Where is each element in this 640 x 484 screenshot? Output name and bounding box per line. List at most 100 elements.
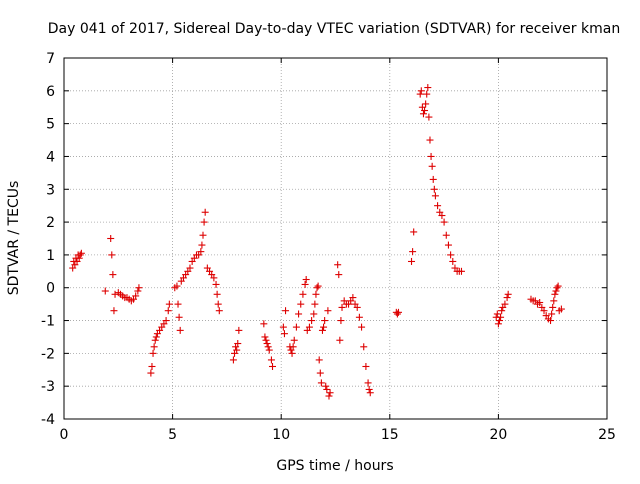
x-tick-label: 0 bbox=[60, 427, 69, 443]
y-tick-label: 0 bbox=[46, 281, 55, 297]
data-point bbox=[334, 261, 342, 269]
x-axis-label: GPS time / hours bbox=[276, 458, 393, 474]
data-point bbox=[292, 323, 300, 331]
x-tick-label: 25 bbox=[598, 427, 616, 443]
data-point bbox=[428, 162, 436, 170]
data-point bbox=[109, 271, 117, 279]
data-point bbox=[108, 251, 116, 259]
data-point bbox=[417, 87, 425, 95]
data-point bbox=[549, 303, 557, 311]
y-tick-label: -3 bbox=[41, 379, 55, 395]
data-point bbox=[261, 333, 269, 341]
data-point bbox=[419, 110, 427, 118]
data-point bbox=[430, 185, 438, 193]
data-point bbox=[338, 303, 346, 311]
data-point bbox=[422, 100, 430, 108]
y-tick-label: 6 bbox=[46, 84, 55, 100]
axis-ticks: 0 5 10 15 20 25 -4 -3 -2 -1 0 1 2 3 4 5 6 7 bbox=[41, 51, 616, 443]
data-point bbox=[316, 369, 324, 377]
data-point bbox=[280, 330, 288, 338]
data-point bbox=[548, 310, 556, 318]
data-point bbox=[424, 84, 432, 92]
data-point bbox=[186, 264, 194, 272]
data-point bbox=[77, 249, 85, 257]
data-point bbox=[107, 235, 115, 242]
data-point bbox=[355, 313, 363, 321]
data-point bbox=[150, 343, 158, 351]
data-point bbox=[199, 231, 207, 239]
x-tick-label: 5 bbox=[168, 427, 177, 443]
data-point bbox=[550, 297, 558, 305]
grid-lines bbox=[64, 58, 607, 419]
data-point bbox=[444, 241, 452, 249]
data-point bbox=[495, 317, 503, 325]
data-point bbox=[197, 248, 205, 256]
data-point bbox=[322, 382, 330, 390]
data-point bbox=[176, 326, 184, 334]
data-point bbox=[165, 300, 173, 308]
data-point bbox=[438, 212, 446, 220]
data-point bbox=[301, 280, 309, 288]
data-point bbox=[429, 175, 437, 183]
data-point bbox=[554, 282, 562, 290]
data-point bbox=[305, 323, 313, 331]
data-point bbox=[101, 287, 109, 295]
data-point bbox=[547, 317, 555, 325]
data-point bbox=[393, 310, 401, 318]
plot-frame bbox=[63, 57, 608, 420]
data-point bbox=[394, 308, 402, 316]
y-tick-label: 1 bbox=[46, 248, 55, 264]
data-point bbox=[233, 346, 241, 354]
data-point bbox=[110, 307, 118, 315]
data-point bbox=[162, 317, 170, 325]
data-point bbox=[135, 284, 143, 292]
data-point bbox=[198, 241, 206, 249]
data-point bbox=[434, 202, 442, 210]
data-point bbox=[75, 254, 83, 262]
data-point bbox=[358, 323, 366, 331]
data-point bbox=[364, 379, 372, 387]
data-point bbox=[457, 267, 465, 275]
data-point bbox=[149, 349, 157, 357]
data-point bbox=[365, 385, 373, 393]
data-point bbox=[552, 287, 560, 295]
x-tick-label: 20 bbox=[489, 427, 507, 443]
data-point bbox=[151, 336, 159, 344]
data-point bbox=[440, 218, 448, 226]
data-point bbox=[174, 300, 182, 308]
data-point bbox=[262, 336, 270, 344]
data-point bbox=[447, 251, 455, 259]
data-point bbox=[503, 294, 511, 302]
data-point bbox=[427, 152, 435, 160]
data-point bbox=[290, 336, 298, 344]
data-point bbox=[229, 356, 237, 364]
data-point bbox=[315, 356, 323, 364]
y-tick-label: 2 bbox=[46, 215, 55, 231]
data-point bbox=[366, 389, 374, 397]
data-point bbox=[501, 300, 509, 308]
x-tick-label: 10 bbox=[272, 427, 290, 443]
data-point bbox=[431, 192, 439, 200]
data-point bbox=[336, 336, 344, 344]
data-point bbox=[201, 208, 209, 216]
data-point bbox=[295, 310, 303, 318]
data-point bbox=[311, 300, 319, 308]
data-point bbox=[408, 257, 416, 265]
y-tick-label: 3 bbox=[46, 182, 55, 198]
data-point bbox=[426, 136, 434, 144]
data-point bbox=[313, 284, 321, 292]
data-point bbox=[317, 379, 325, 387]
data-point bbox=[321, 317, 329, 325]
data-point bbox=[349, 294, 357, 302]
data-point bbox=[323, 385, 331, 393]
data-point bbox=[337, 317, 345, 325]
data-point bbox=[76, 251, 84, 259]
data-point bbox=[134, 287, 142, 295]
data-point bbox=[308, 317, 316, 325]
data-point bbox=[314, 282, 322, 290]
y-tick-label: -2 bbox=[41, 346, 55, 362]
data-point bbox=[132, 292, 140, 300]
data-point bbox=[200, 218, 208, 226]
data-point bbox=[318, 326, 326, 334]
data-point bbox=[302, 276, 310, 284]
